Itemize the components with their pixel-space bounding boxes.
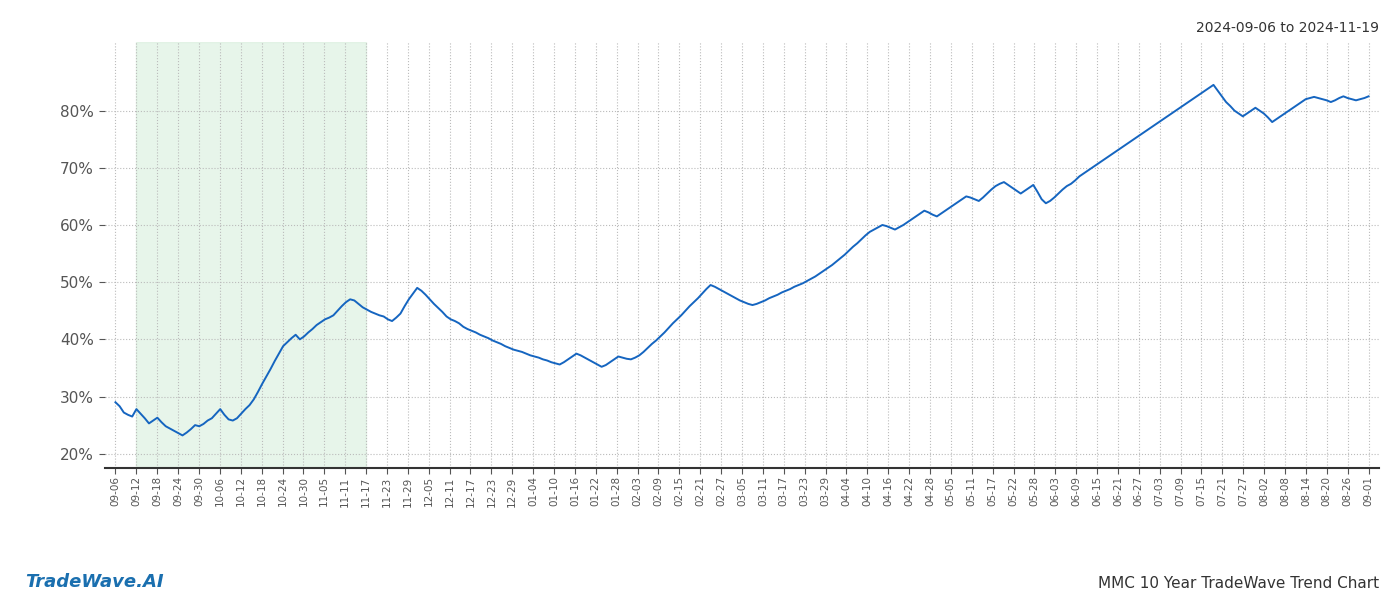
Text: MMC 10 Year TradeWave Trend Chart: MMC 10 Year TradeWave Trend Chart — [1098, 576, 1379, 591]
Bar — [136, 42, 365, 468]
Text: TradeWave.AI: TradeWave.AI — [25, 573, 164, 591]
Text: 2024-09-06 to 2024-11-19: 2024-09-06 to 2024-11-19 — [1196, 21, 1379, 35]
